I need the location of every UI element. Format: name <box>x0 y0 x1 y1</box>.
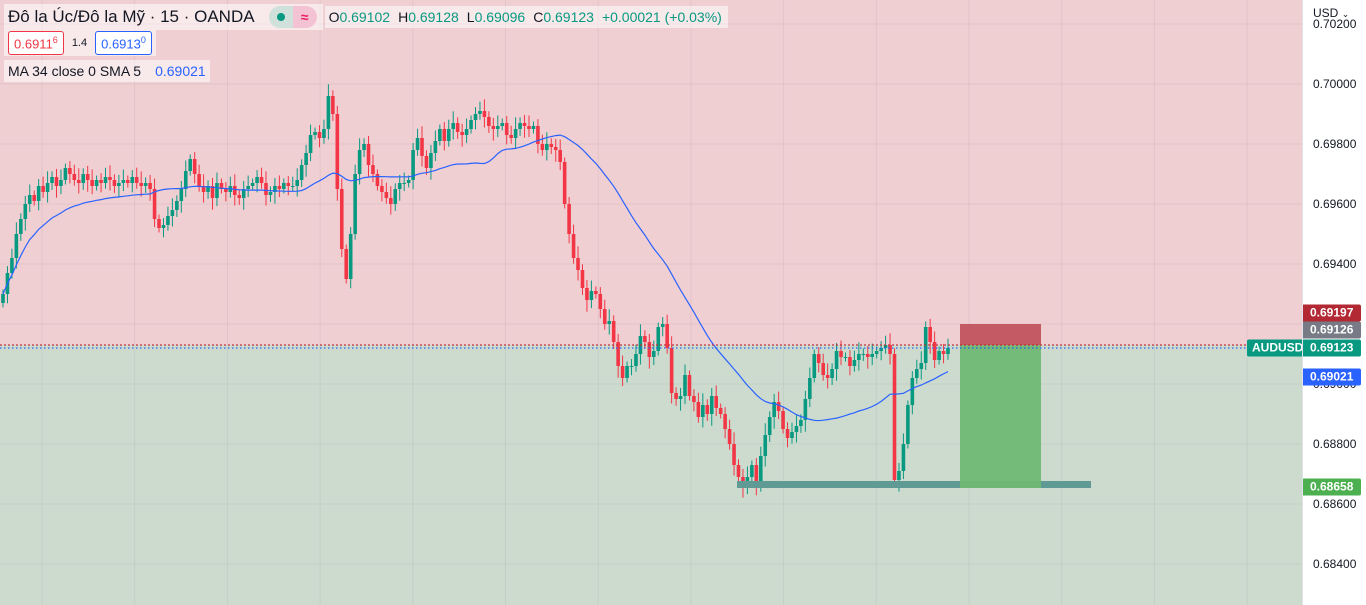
delayed-data-wave-icon[interactable]: ≈ <box>292 6 317 28</box>
moving-average-line <box>2 134 949 422</box>
chart-grid <box>0 0 1302 605</box>
stop-loss-label: 0.69197 <box>1303 304 1361 322</box>
high-value: 0.69128 <box>408 9 459 25</box>
price-tick: 0.69600 <box>1313 197 1357 211</box>
high-label: H <box>398 9 409 25</box>
open-label: O <box>328 9 340 25</box>
take-profit-label: 0.68658 <box>1303 478 1361 496</box>
buy-price: 0.6913 <box>101 36 141 52</box>
price-tick: 0.68800 <box>1313 437 1357 451</box>
buy-pip: 0 <box>140 34 146 45</box>
buy-button[interactable]: 0.69130 <box>95 30 152 56</box>
candles <box>1 84 950 498</box>
indicator-value: 0.69021 <box>155 63 206 79</box>
symbol-tag: AUDUSD <box>1247 339 1302 357</box>
candlestick-chart[interactable] <box>0 0 1302 605</box>
support-level-bar[interactable] <box>737 481 1091 488</box>
status-pill[interactable]: ≈ <box>268 6 317 28</box>
spread-value: 1.4 <box>71 37 88 49</box>
currency-selector[interactable]: USD ⌄ <box>1313 6 1349 20</box>
change-value: +0.00021 (+0.03%) <box>601 9 722 25</box>
trade-buttons-row: 0.69116 1.4 0.69130 <box>4 30 156 56</box>
market-open-dot-icon[interactable] <box>268 6 293 28</box>
open-value: 0.69102 <box>339 9 391 25</box>
reward-zone-background <box>0 345 1302 605</box>
currency-label: USD <box>1313 6 1339 20</box>
sell-pip: 6 <box>52 34 58 45</box>
low-value: 0.69096 <box>474 9 526 25</box>
low-label: L <box>466 9 475 25</box>
close-value: 0.69123 <box>543 9 594 25</box>
sell-price: 0.6911 <box>14 36 53 52</box>
price-tick: 0.68400 <box>1313 557 1357 571</box>
price-axis[interactable]: USD ⌄ 0.70200 0.70000 0.69800 0.69600 0.6940… <box>1302 0 1366 605</box>
ma-price-label: 0.69021 <box>1303 368 1361 386</box>
chart-pane[interactable]: Đô la Úc/Đô la Mỹ · 15 · OANDA ≈ O0.6910… <box>0 0 1302 605</box>
price-tick: 0.70200 <box>1313 17 1357 31</box>
price-tick: 0.69800 <box>1313 137 1357 151</box>
short-position-target-box[interactable] <box>960 345 1041 488</box>
price-tick: 0.70000 <box>1313 77 1357 91</box>
entry-price-label: 0.69126 <box>1303 321 1361 339</box>
symbol-title[interactable]: Đô la Úc/Đô la Mỹ · 15 · OANDA <box>8 7 255 26</box>
last-price-label: 0.69123 <box>1303 339 1361 357</box>
short-position-stop-box[interactable] <box>960 324 1041 345</box>
sell-button[interactable]: 0.69116 <box>8 30 64 56</box>
chevron-down-icon: ⌄ <box>1341 9 1350 19</box>
ohlc-values: O0.69102 H0.69128 L0.69096 C0.69123 +0.0… <box>324 6 728 28</box>
indicator-label: MA 34 close 0 SMA 5 <box>8 63 142 79</box>
price-tick: 0.68600 <box>1313 497 1357 511</box>
indicator-legend[interactable]: MA 34 close 0 SMA 5 0.69021 <box>4 60 210 82</box>
price-tick: 0.69400 <box>1313 257 1357 271</box>
chart-legend: Đô la Úc/Đô la Mỹ · 15 · OANDA ≈ O0.6910… <box>4 4 728 30</box>
close-label: C <box>533 9 544 25</box>
